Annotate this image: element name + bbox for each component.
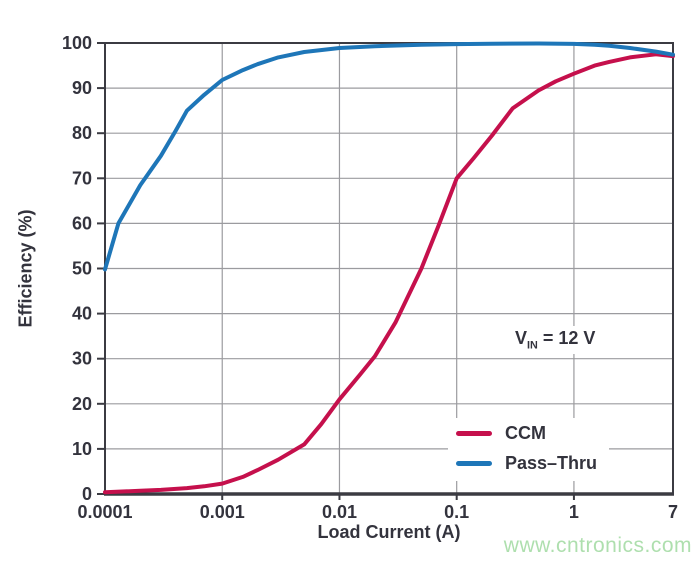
x-tick-label: 0.1 xyxy=(444,502,469,522)
x-tick-label: 0.01 xyxy=(322,502,357,522)
legend-label-pass-thru: Pass–Thru xyxy=(505,453,598,473)
y-tick-label: 60 xyxy=(72,213,92,233)
y-tick-label: 80 xyxy=(72,123,92,143)
y-tick-label: 20 xyxy=(72,394,92,414)
legend-item-ccm: CCM xyxy=(456,423,597,444)
vin-annotation-rest: = 12 V xyxy=(537,328,596,348)
vin-annotation: VIN = 12 V xyxy=(506,326,605,354)
vin-annotation-base: V xyxy=(515,328,528,348)
x-tick-label: 7 xyxy=(668,502,678,522)
y-tick-label: 0 xyxy=(82,484,92,504)
vin-annotation-sub: IN xyxy=(527,339,538,352)
legend: CCM Pass–Thru xyxy=(448,418,610,481)
y-tick-label: 50 xyxy=(72,259,92,279)
y-tick-label: 30 xyxy=(72,349,92,369)
pass-thru-curve xyxy=(103,41,675,272)
x-tick-label: 1 xyxy=(569,502,579,522)
pass-thru-line-swatch xyxy=(456,461,492,466)
x-tick-label: 0.001 xyxy=(200,502,245,522)
y-axis-title: Efficiency (%) xyxy=(15,209,36,328)
x-axis-title: Load Current (A) xyxy=(317,522,461,542)
y-tick-label: 40 xyxy=(72,304,92,324)
y-tick-label: 100 xyxy=(62,33,92,53)
legend-item-pass-thru: Pass–Thru xyxy=(456,453,597,474)
legend-label-ccm: CCM xyxy=(505,423,546,443)
y-tick-label: 90 xyxy=(72,78,92,98)
ccm-line-swatch xyxy=(456,431,492,436)
y-tick-label: 70 xyxy=(72,168,92,188)
y-tick-label: 10 xyxy=(72,439,92,459)
x-tick-label: 0.0001 xyxy=(77,502,132,522)
watermark: www.cntronics.com xyxy=(503,534,692,557)
ccm-curve xyxy=(103,52,675,495)
